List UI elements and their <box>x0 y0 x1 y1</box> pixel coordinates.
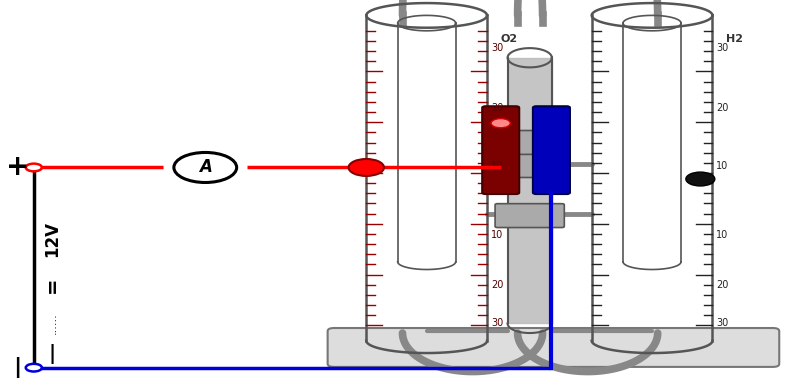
Circle shape <box>491 119 510 128</box>
FancyBboxPatch shape <box>482 106 519 194</box>
Text: =: = <box>43 277 62 293</box>
Text: A: A <box>199 159 212 176</box>
Text: 20: 20 <box>491 103 503 113</box>
Circle shape <box>349 159 384 176</box>
Text: 30: 30 <box>716 318 729 328</box>
Text: 20: 20 <box>716 280 729 290</box>
FancyBboxPatch shape <box>328 328 779 367</box>
FancyBboxPatch shape <box>495 204 564 228</box>
Circle shape <box>174 152 237 182</box>
Text: |: | <box>49 344 56 364</box>
Text: H2: H2 <box>726 33 743 44</box>
Circle shape <box>26 364 42 372</box>
Text: ......: ...... <box>47 313 57 334</box>
Circle shape <box>26 164 42 171</box>
Text: 20: 20 <box>491 280 503 290</box>
Text: +: + <box>6 154 30 181</box>
FancyBboxPatch shape <box>495 131 564 154</box>
Text: 12V: 12V <box>43 221 61 257</box>
Text: 20: 20 <box>716 103 729 113</box>
Text: 10: 10 <box>716 230 729 240</box>
Circle shape <box>686 172 715 186</box>
FancyBboxPatch shape <box>533 106 570 194</box>
Text: |: | <box>14 357 22 378</box>
Text: 30: 30 <box>491 318 503 328</box>
FancyBboxPatch shape <box>495 154 564 177</box>
Text: 10: 10 <box>716 161 729 171</box>
Text: 10: 10 <box>491 230 503 240</box>
Text: 30: 30 <box>491 43 503 53</box>
Text: 30: 30 <box>716 43 729 53</box>
Text: O2: O2 <box>501 33 518 44</box>
Text: 10: 10 <box>491 161 503 171</box>
